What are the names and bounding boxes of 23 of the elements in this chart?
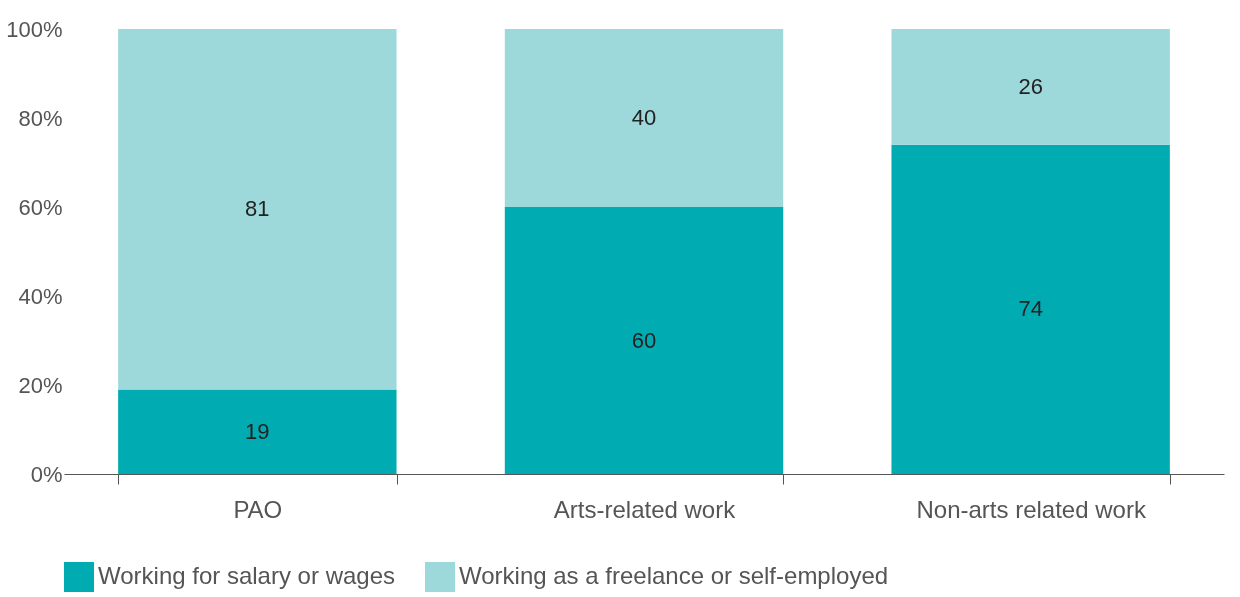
bar [118,389,397,474]
bar [504,29,784,207]
legend-label: Working as a freelance or self-employed [459,562,889,589]
data-label: 40 [631,105,657,130]
x-tick-label: Non-arts related work [916,495,1147,523]
bar [891,29,1170,145]
y-tick-label: 0% [30,461,63,487]
x-tick-label: PAO [233,495,283,523]
data-label: 26 [1018,73,1043,99]
y-tick-label: 100% [6,16,63,42]
data-label: 60 [631,327,657,353]
bar [891,144,1170,474]
data-label: 19 [245,418,270,444]
y-tick-label: 20% [18,372,63,398]
y-tick-label: 80% [18,105,63,131]
bar [504,207,784,474]
y-tick-label: 60% [18,194,63,220]
data-label: 74 [1018,296,1043,322]
bar [118,29,397,390]
y-tick-label: 40% [18,283,63,309]
x-tick-label: Arts-related work [553,495,737,523]
data-label: 81 [245,196,270,222]
legend-label: Working for salary or wages [98,562,395,589]
